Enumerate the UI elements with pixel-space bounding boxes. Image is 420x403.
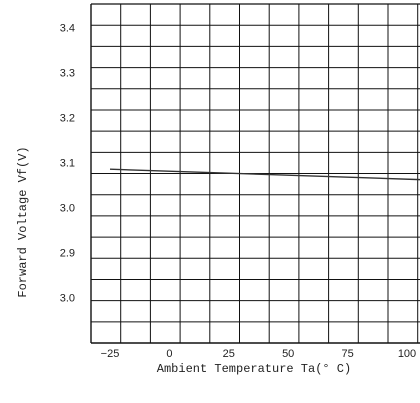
y-tick-labels: 3.4 3.3 3.2 3.1 3.0 2.9 3.0 — [60, 23, 75, 305]
y-axis-label: Forward Voltage Vf(V) — [16, 146, 30, 297]
x-tick-labels: −250255075100125150 — [101, 348, 417, 360]
series-line-0 — [109, 168, 420, 181]
x-tick-label: 0 — [166, 348, 172, 360]
y-tick-label: 3.1 — [60, 158, 75, 170]
y-tick-label: 3.0 — [60, 293, 75, 305]
x-axis-label: Ambient Temperature Ta(° C) — [157, 362, 351, 376]
x-tick-label: −25 — [101, 348, 120, 360]
y-tick-label: 3.0 — [60, 203, 75, 215]
series-group — [109, 168, 420, 181]
y-tick-label: 3.3 — [60, 68, 75, 80]
x-tick-label: 50 — [282, 348, 294, 360]
x-tick-label: 25 — [223, 348, 235, 360]
y-tick-label: 3.2 — [60, 113, 75, 125]
x-tick-label: 75 — [341, 348, 353, 360]
chart-grid — [90, 3, 420, 344]
x-tick-label: 100 — [398, 348, 416, 360]
y-tick-label: 3.4 — [60, 23, 75, 35]
y-tick-label: 2.9 — [60, 248, 75, 260]
